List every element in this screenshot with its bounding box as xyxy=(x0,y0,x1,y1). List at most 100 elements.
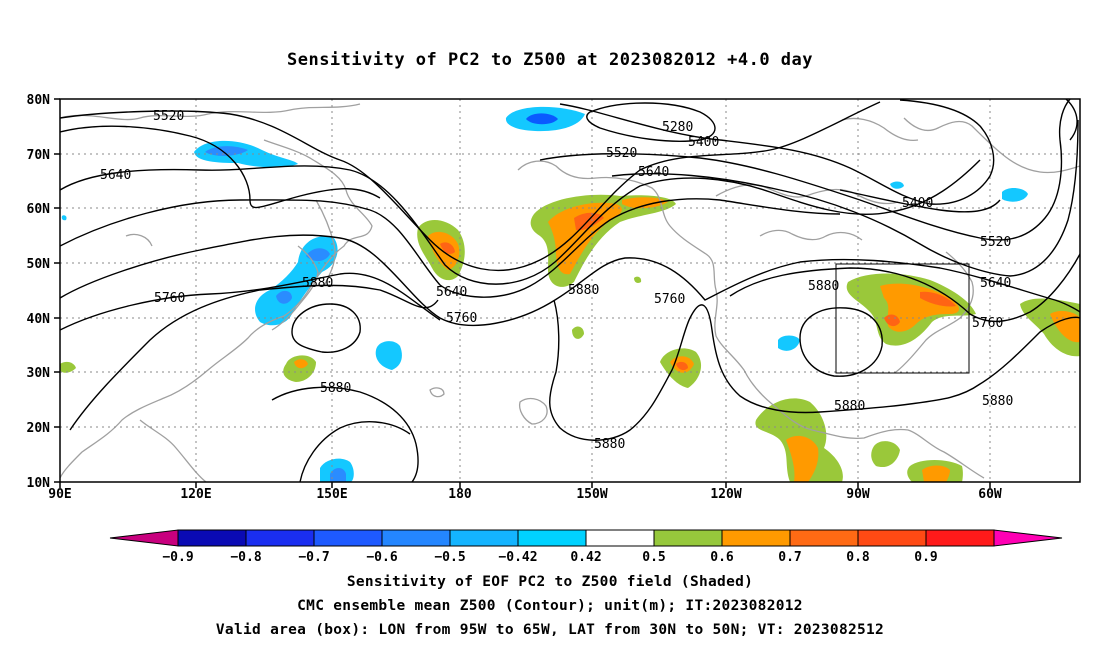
negative-sensitivity-area xyxy=(1002,188,1028,202)
colorbar-swatch xyxy=(721,529,791,547)
coastline xyxy=(139,419,207,482)
colorbar-swatch xyxy=(925,529,995,547)
colorbar-tick-label: 0.8 xyxy=(846,550,870,565)
contour-5520-curve xyxy=(60,125,381,209)
colorbar-tick-label: −0.9 xyxy=(162,550,193,565)
negative-sensitivity-area xyxy=(890,181,904,189)
contour-label: 5640 xyxy=(638,165,669,180)
caption-line-1: Sensitivity of EOF PC2 to Z500 field (Sh… xyxy=(346,574,754,590)
lon-label: 60W xyxy=(978,487,1002,502)
coastline xyxy=(315,199,336,287)
contour-5760-curve xyxy=(60,272,441,331)
positive-sensitivity-area xyxy=(922,465,950,482)
colorbar-swatch xyxy=(653,529,723,547)
lon-label: 120W xyxy=(710,487,741,502)
contour-label: 5640 xyxy=(100,168,131,183)
coastline xyxy=(759,229,863,241)
positive-sensitivity-area xyxy=(622,197,668,209)
caption-line-2: CMC ensemble mean Z500 (Contour); unit(m… xyxy=(297,598,803,614)
coastline xyxy=(518,397,548,425)
colorbar-swatch xyxy=(789,529,859,547)
positive-sensitivity-area xyxy=(548,202,622,275)
contour-label: 5880 xyxy=(568,283,599,298)
contour-label: 5640 xyxy=(436,285,467,300)
caption-line-3: Valid area (box): LON from 95W to 65W, L… xyxy=(215,622,885,638)
colorbar-swatch xyxy=(245,529,315,547)
colorbar-tick-label: −0.8 xyxy=(230,550,261,565)
negative-sensitivity-area xyxy=(330,468,346,482)
colorbar-tick-label: 0.6 xyxy=(710,550,734,565)
colorbar-swatch xyxy=(585,529,655,547)
positive-sensitivity-area xyxy=(294,359,308,369)
negative-sensitivity-area xyxy=(61,215,67,221)
contour-label: 5880 xyxy=(834,399,865,414)
lat-label: 60N xyxy=(27,202,51,217)
contour-label: 5520 xyxy=(153,109,184,124)
z500-contours xyxy=(60,99,1080,482)
colorbar-swatch xyxy=(313,529,383,547)
contour-label: 5400 xyxy=(902,196,933,211)
lon-label: 180 xyxy=(448,487,472,502)
contour-label: 5880 xyxy=(594,437,625,452)
positive-sensitivity-area xyxy=(871,441,900,468)
positive-sensitivity-area xyxy=(676,361,688,371)
lon-label: 90W xyxy=(846,487,870,502)
colorbar-end-triangle xyxy=(993,529,1063,547)
lon-label: 120E xyxy=(180,487,211,502)
colorbar-tick-label: −0.6 xyxy=(366,550,397,565)
lon-label: 150W xyxy=(576,487,607,502)
colorbar-tick-label: 0.7 xyxy=(778,550,801,565)
contour-5880 xyxy=(271,386,419,482)
contour-label: 5520 xyxy=(606,146,637,161)
negative-sensitivity-area xyxy=(276,290,292,304)
contour-label: 5760 xyxy=(446,311,477,326)
contour-label: 5880 xyxy=(302,276,333,291)
lat-label: 50N xyxy=(27,257,51,272)
contour-label: 5880 xyxy=(808,279,839,294)
axis-ticks xyxy=(54,98,991,488)
lat-label: 70N xyxy=(27,148,51,163)
contour-label: 5880 xyxy=(320,381,351,396)
map-frame xyxy=(59,98,1081,483)
positive-sensitivity-area xyxy=(428,231,460,270)
colorbar-tick-label: 0.5 xyxy=(642,550,665,565)
coastline xyxy=(903,117,1080,174)
positive-sensitivity-area xyxy=(1050,311,1080,343)
colorbar-swatch xyxy=(449,529,519,547)
contour-5640-curve xyxy=(60,198,841,298)
contour-5760 xyxy=(60,234,1080,327)
positive-sensitivity-area xyxy=(920,291,956,307)
contour-label: 5760 xyxy=(654,292,685,307)
contour-5640 xyxy=(611,119,1079,277)
positive-sensitivity-area xyxy=(440,242,455,254)
contour-label: 5520 xyxy=(980,235,1011,250)
colorbar-end-triangle xyxy=(109,529,179,547)
coastline xyxy=(60,103,361,121)
positive-sensitivity-area xyxy=(574,212,604,231)
contour-label: 5880 xyxy=(982,394,1013,409)
contour-5880 xyxy=(299,421,411,482)
contour-labels: 5520 5640 5760 5880 5280 5400 5520 5640 … xyxy=(100,109,1013,452)
colorbar-swatch xyxy=(517,529,587,547)
contour-5640 xyxy=(60,159,981,285)
positive-sensitivity-area xyxy=(634,276,642,283)
contour-5520 xyxy=(60,101,881,272)
contour-label: 5760 xyxy=(154,291,185,306)
valid-area-box xyxy=(835,263,970,374)
lat-label: 80N xyxy=(27,93,51,108)
positive-sensitivity-area xyxy=(283,355,316,382)
lat-label: 20N xyxy=(27,421,51,436)
colorbar-tick-label: −0.42 xyxy=(498,550,537,565)
negative-sensitivity-area xyxy=(526,113,558,125)
contour-5880-closed xyxy=(799,307,883,377)
positive-sensitivity-area xyxy=(786,435,819,482)
coastline xyxy=(271,245,319,331)
contour-5880 xyxy=(69,284,439,431)
lat-label: 30N xyxy=(27,366,51,381)
contour-5880 xyxy=(549,299,1080,441)
contour-label: 5280 xyxy=(662,120,693,135)
colorbar-swatch xyxy=(177,529,247,547)
lon-label: 90E xyxy=(48,487,71,502)
colorbar-tick-label: −0.5 xyxy=(434,550,465,565)
contour-5520 xyxy=(539,99,1071,241)
